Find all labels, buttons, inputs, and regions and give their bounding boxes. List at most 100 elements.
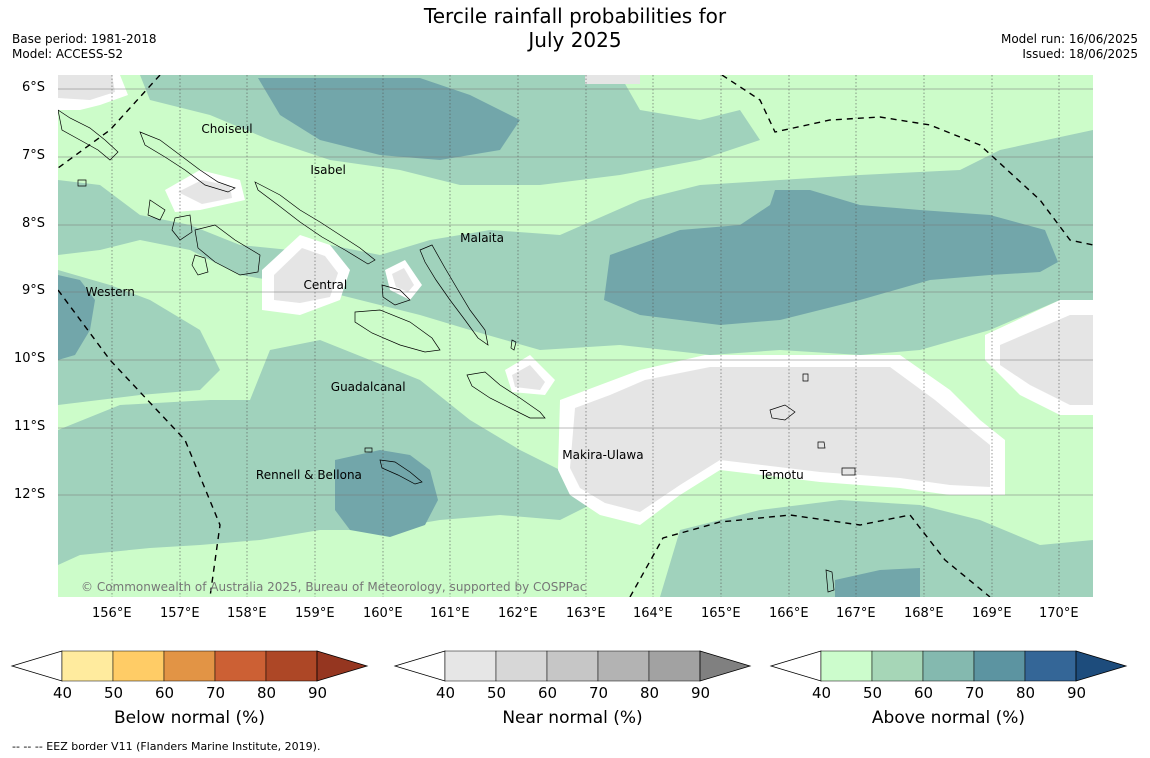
above-60-70-west — [58, 275, 95, 360]
colorbar-segment — [546, 650, 599, 682]
lat-label: 12°S — [14, 487, 46, 502]
colorbar-tick: 80 — [640, 684, 660, 702]
lon-label: 167°E — [836, 606, 876, 621]
colorbar-below-normal — [10, 650, 369, 682]
colorbar-max-extension — [1075, 650, 1128, 682]
near-normal-40-50-central — [274, 248, 338, 303]
colorbar-tick: 90 — [691, 684, 711, 702]
region-label-makira-ulawa: Makira-Ulawa — [562, 447, 644, 462]
colorbar-min-extension — [10, 650, 63, 682]
colorbar-tick: 90 — [308, 684, 328, 702]
title-line-2: July 2025 — [528, 28, 622, 52]
duff-island — [802, 373, 809, 382]
region-label-malaita: Malaita — [460, 230, 504, 245]
colorbar-max-extension — [699, 650, 752, 682]
malaita-island — [419, 244, 489, 346]
copyright-notice: © Commonwealth of Australia 2025, Bureau… — [81, 580, 587, 594]
colorbar-tick: 90 — [1067, 684, 1087, 702]
colorbar-segment — [112, 650, 165, 682]
region-label-choiseul: Choiseul — [201, 122, 253, 137]
region-label-western: Western — [85, 284, 135, 299]
colorbar-label-below: Below normal (%) — [114, 708, 265, 728]
region-label-temotu: Temotu — [759, 467, 804, 482]
colorbar-tick: 40 — [436, 684, 456, 702]
lat-gridlines — [58, 88, 1093, 496]
lon-label: 157°E — [160, 606, 200, 621]
colorbar-above-normal — [769, 650, 1128, 682]
colorbar-min-extension — [393, 650, 446, 682]
lon-label: 159°E — [295, 606, 335, 621]
lon-label: 169°E — [972, 606, 1012, 621]
colorbar-min-extension — [769, 650, 822, 682]
isabel-island — [254, 181, 376, 265]
colorbar-tick: 70 — [206, 684, 226, 702]
lon-label: 158°E — [227, 606, 267, 621]
colorbar-tick: 50 — [863, 684, 883, 702]
guadalcanal-island — [354, 309, 441, 353]
colorbar-segment — [922, 650, 975, 682]
lat-label: 6°S — [22, 80, 46, 95]
lat-label: 10°S — [14, 351, 46, 366]
lon-label: 160°E — [363, 606, 403, 621]
colorbar-segment — [495, 650, 548, 682]
colorbar-segment — [265, 650, 318, 682]
base-period: Base period: 1981-2018 — [12, 32, 157, 46]
colorbar-segment — [163, 650, 216, 682]
colorbar-tick: 50 — [487, 684, 507, 702]
colorbar-segment — [444, 650, 497, 682]
colorbar-segment — [973, 650, 1026, 682]
colorbar-tick: 80 — [257, 684, 277, 702]
near-normal-40-50-top — [585, 75, 640, 84]
colorbars — [10, 650, 1128, 682]
region-label-guadalcanal: Guadalcanal — [330, 379, 406, 394]
page-title: Tercile rainfall probabilities for July … — [0, 4, 1150, 52]
colorbar-label-near: Near normal (%) — [502, 708, 643, 728]
lon-label: 156°E — [92, 606, 132, 621]
near-normal-40-50-guadalcanal — [512, 365, 545, 390]
colorbar-segment — [597, 650, 650, 682]
title-line-1: Tercile rainfall probabilities for — [423, 4, 727, 28]
colorbar-segment — [1024, 650, 1077, 682]
colorbar-segment — [648, 650, 701, 682]
colorbar-tick: 60 — [538, 684, 558, 702]
colorbar-tick: 40 — [53, 684, 73, 702]
lon-label: 164°E — [633, 606, 673, 621]
above-60-70-rennell — [335, 450, 438, 537]
model-name: Model: ACCESS-S2 — [12, 47, 124, 61]
colorbar-tick: 70 — [965, 684, 985, 702]
lon-label: 170°E — [1039, 606, 1079, 621]
region-label-isabel: Isabel — [310, 162, 346, 177]
colorbar-tick: 60 — [155, 684, 175, 702]
rennell-island — [379, 459, 423, 485]
model-run: Model run: 16/06/2025 — [1000, 32, 1138, 46]
colorbar-segment — [61, 650, 114, 682]
ulawa-island — [510, 339, 517, 351]
region-label-central: Central — [303, 278, 348, 293]
near-normal-40-50-small — [392, 268, 414, 292]
colorbar-segment — [871, 650, 924, 682]
run-info: Model run: 16/06/2025 Issued: 18/06/2025 — [1001, 32, 1138, 62]
above-60-70-north — [258, 78, 520, 160]
colorbar-segment — [820, 650, 873, 682]
eez-border — [58, 75, 1093, 597]
above-60-70-east — [604, 190, 1058, 325]
region-label-rennell-bellona: Rennell & Bellona — [255, 467, 362, 482]
colorbar-near-normal — [393, 650, 752, 682]
near-normal-40-50-corner — [58, 75, 115, 100]
land-outlines — [58, 109, 856, 593]
bellona-island — [364, 447, 373, 453]
makira-island — [466, 371, 546, 419]
eez-legend: -- -- -- EEZ border V11 (Flanders Marine… — [12, 740, 321, 753]
near-normal-40-50-east — [570, 367, 990, 512]
lon-label: 163°E — [566, 606, 606, 621]
rainfall-probability-map — [58, 75, 1093, 597]
colorbar-tick: 50 — [104, 684, 124, 702]
lon-label: 166°E — [769, 606, 809, 621]
model-info: Base period: 1981-2018 Model: ACCESS-S2 — [12, 32, 157, 62]
lon-label: 161°E — [430, 606, 470, 621]
vanuatu-north-island — [825, 569, 835, 593]
lat-label: 11°S — [14, 419, 46, 434]
colorbar-tick: 40 — [812, 684, 832, 702]
colorbar-max-extension — [316, 650, 369, 682]
bougainville-island — [58, 109, 119, 161]
